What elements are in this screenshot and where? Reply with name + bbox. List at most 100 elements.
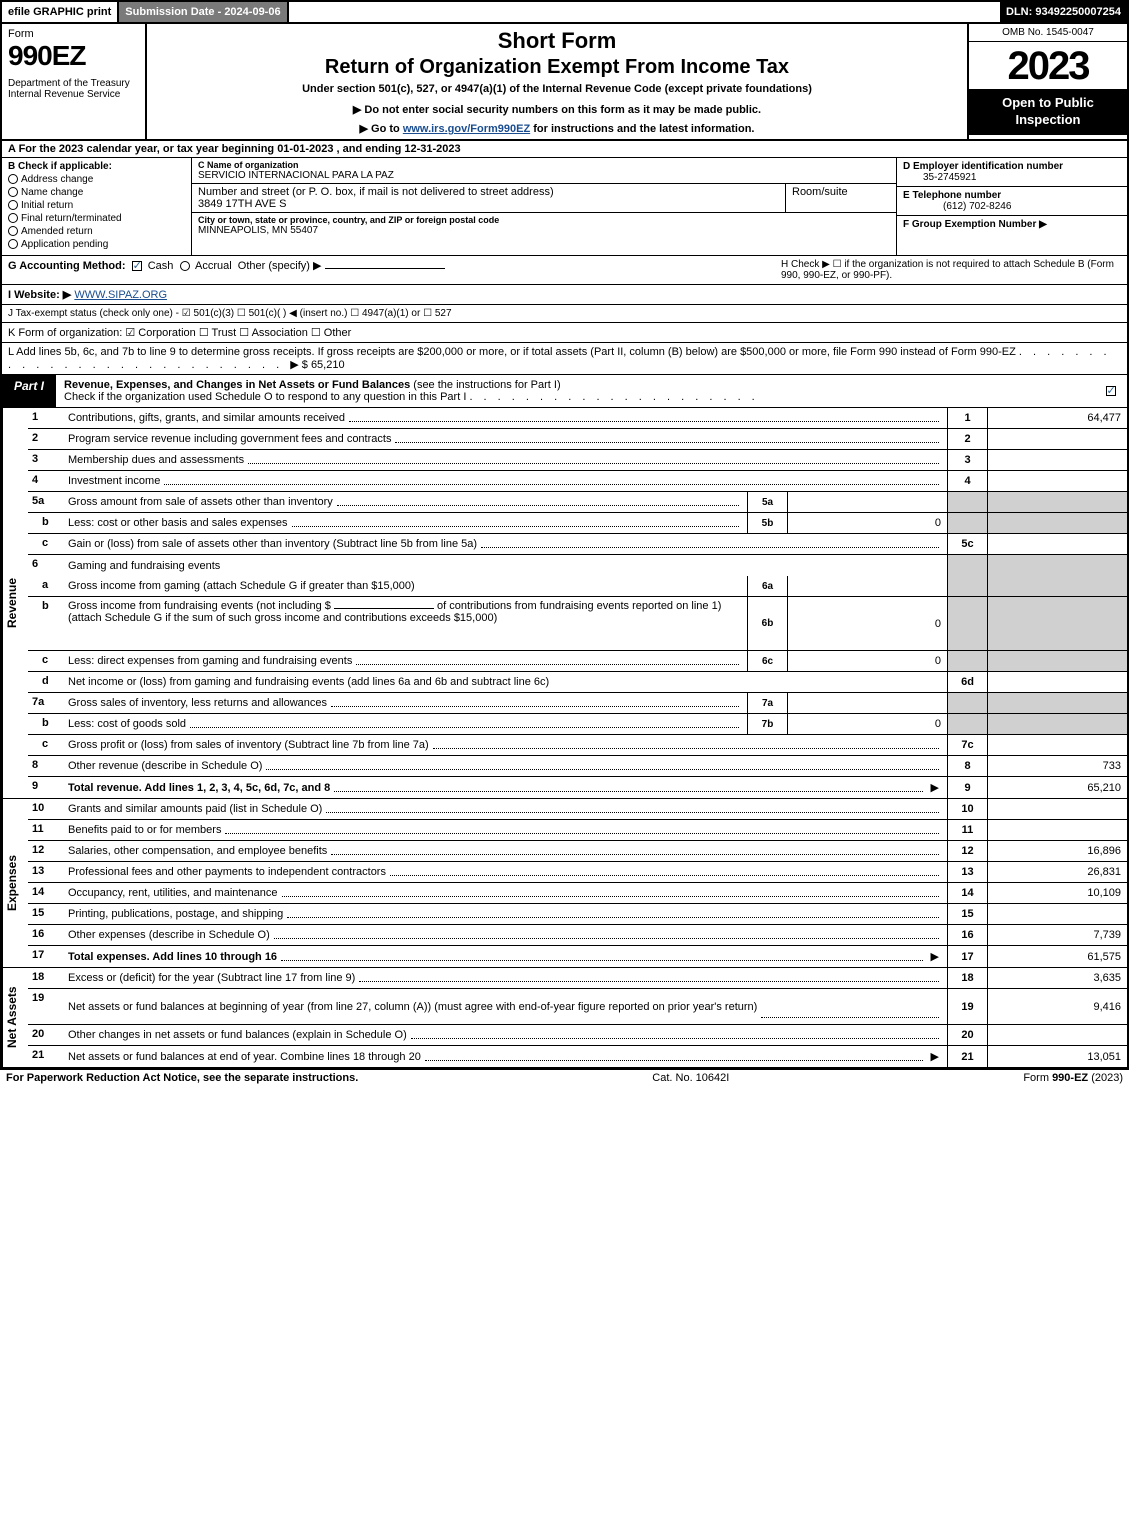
line-9-value: 65,210 (987, 777, 1127, 798)
street-row: Number and street (or P. O. box, if mail… (192, 184, 896, 213)
line-11: 11 Benefits paid to or for members 11 (28, 820, 1127, 841)
line-1-value: 64,477 (987, 408, 1127, 428)
netassets-side-label: Net Assets (2, 968, 28, 1067)
arrow-icon: ▶ (931, 1050, 939, 1063)
revenue-side-label: Revenue (2, 408, 28, 798)
line-2-value (987, 429, 1127, 449)
tel-value: (612) 702-8246 (903, 201, 1121, 212)
ein-value: 35-2745921 (903, 172, 1121, 183)
checkbox-icon[interactable] (8, 200, 18, 210)
line-5a: 5a Gross amount from sale of assets othe… (28, 492, 1127, 513)
return-title: Return of Organization Exempt From Incom… (155, 56, 959, 79)
line-19: 19 Net assets or fund balances at beginn… (28, 989, 1127, 1025)
omb-number: OMB No. 1545-0047 (969, 24, 1127, 42)
line-3-value (987, 450, 1127, 470)
line-6d: d Net income or (loss) from gaming and f… (28, 672, 1127, 693)
efile-label: efile GRAPHIC print (2, 2, 119, 22)
checkbox-icon[interactable] (8, 213, 18, 223)
chk-application-pending: Application pending (8, 239, 185, 250)
info-block: B Check if applicable: Address change Na… (0, 158, 1129, 256)
top-bar: efile GRAPHIC print Submission Date - 20… (0, 0, 1129, 24)
expenses-lines: 10 Grants and similar amounts paid (list… (28, 799, 1127, 967)
arrow-icon: ▶ (931, 950, 939, 963)
org-name-value: SERVICIO INTERNACIONAL PARA LA PAZ (198, 170, 890, 181)
i-label: I Website: ▶ (8, 289, 71, 301)
line-7c: c Gross profit or (loss) from sales of i… (28, 735, 1127, 756)
line-5c: c Gain or (loss) from sale of assets oth… (28, 534, 1127, 555)
line-6: 6 Gaming and fundraising events (28, 555, 1127, 576)
line-8: 8 Other revenue (describe in Schedule O)… (28, 756, 1127, 777)
room-label: Room/suite (792, 186, 890, 198)
note-link: ▶ Go to www.irs.gov/Form990EZ for instru… (155, 122, 959, 135)
line-6c-value: 0 (787, 651, 947, 671)
line-15-value (987, 904, 1127, 924)
form-header: Form 990EZ Department of the Treasury In… (0, 24, 1129, 141)
checkbox-accrual[interactable] (180, 261, 190, 271)
revenue-lines: 1 Contributions, gifts, grants, and simi… (28, 408, 1127, 798)
checkbox-icon[interactable] (8, 226, 18, 236)
group-label: F Group Exemption Number ▶ (903, 219, 1121, 230)
g-label: G Accounting Method: (8, 260, 126, 272)
line-6a-value (787, 576, 947, 596)
line-6b: b Gross income from fundraising events (… (28, 597, 1127, 651)
section-l: L Add lines 5b, 6c, and 7b to line 9 to … (0, 343, 1129, 375)
city-row: City or town, state or province, country… (192, 213, 896, 238)
line-3: 3 Membership dues and assessments 3 (28, 450, 1127, 471)
line-7b-value: 0 (787, 714, 947, 734)
section-g-h: G Accounting Method: Cash Accrual Other … (0, 256, 1129, 285)
line-17: 17 Total expenses. Add lines 10 through … (28, 946, 1127, 967)
page-footer: For Paperwork Reduction Act Notice, see … (0, 1069, 1129, 1086)
line-6a: a Gross income from gaming (attach Sched… (28, 576, 1127, 597)
line-12-value: 16,896 (987, 841, 1127, 861)
irs-link[interactable]: www.irs.gov/Form990EZ (403, 123, 530, 135)
line-4-value (987, 471, 1127, 491)
line-6d-value (987, 672, 1127, 692)
street-label: Number and street (or P. O. box, if mail… (198, 186, 779, 198)
header-center: Short Form Return of Organization Exempt… (147, 24, 967, 139)
note2-post: for instructions and the latest informat… (530, 123, 754, 135)
org-name-label: C Name of organization (198, 160, 890, 170)
line-20-value (987, 1025, 1127, 1045)
line-12: 12 Salaries, other compensation, and emp… (28, 841, 1127, 862)
header-right: OMB No. 1545-0047 2023 Open to Public In… (967, 24, 1127, 139)
website-link[interactable]: WWW.SIPAZ.ORG (74, 289, 167, 301)
chk-address-change: Address change (8, 174, 185, 185)
line-14: 14 Occupancy, rent, utilities, and maint… (28, 883, 1127, 904)
line-13: 13 Professional fees and other payments … (28, 862, 1127, 883)
contrib-amount-input[interactable] (334, 608, 434, 609)
line-16-value: 7,739 (987, 925, 1127, 945)
part1-tag: Part I (2, 375, 56, 407)
note2-pre: ▶ Go to (360, 123, 403, 135)
section-g: G Accounting Method: Cash Accrual Other … (8, 259, 445, 281)
line-21: 21 Net assets or fund balances at end of… (28, 1046, 1127, 1067)
line-5b: b Less: cost or other basis and sales ex… (28, 513, 1127, 534)
checkbox-icon[interactable] (8, 187, 18, 197)
street-value: 3849 17TH AVE S (198, 198, 779, 210)
netassets-lines: 18 Excess or (deficit) for the year (Sub… (28, 968, 1127, 1067)
subtitle: Under section 501(c), 527, or 4947(a)(1)… (155, 83, 959, 95)
line-19-value: 9,416 (987, 989, 1127, 1024)
ein-row: D Employer identification number 35-2745… (897, 158, 1127, 187)
header-left: Form 990EZ Department of the Treasury In… (2, 24, 147, 139)
other-specify-input[interactable] (325, 268, 445, 269)
l-amount: ▶ $ 65,210 (290, 359, 344, 371)
checkbox-schedule-o[interactable] (1106, 386, 1116, 396)
line-8-value: 733 (987, 756, 1127, 776)
section-b: B Check if applicable: Address change Na… (2, 158, 192, 255)
line-5a-value (787, 492, 947, 512)
line-7a: 7a Gross sales of inventory, less return… (28, 693, 1127, 714)
dln-label: DLN: 93492250007254 (1000, 2, 1127, 22)
line-6c: c Less: direct expenses from gaming and … (28, 651, 1127, 672)
line-10: 10 Grants and similar amounts paid (list… (28, 799, 1127, 820)
inspection-label: Open to Public Inspection (969, 89, 1127, 135)
chk-name-change: Name change (8, 187, 185, 198)
checkbox-cash[interactable] (132, 261, 142, 271)
submission-date: Submission Date - 2024-09-06 (119, 2, 288, 22)
checkbox-icon[interactable] (8, 174, 18, 184)
line-4: 4 Investment income 4 (28, 471, 1127, 492)
section-a: A For the 2023 calendar year, or tax yea… (0, 141, 1129, 158)
section-k: K Form of organization: ☑ Corporation ☐ … (0, 323, 1129, 343)
group-row: F Group Exemption Number ▶ (897, 216, 1127, 233)
checkbox-icon[interactable] (8, 239, 18, 249)
expenses-side-label: Expenses (2, 799, 28, 967)
